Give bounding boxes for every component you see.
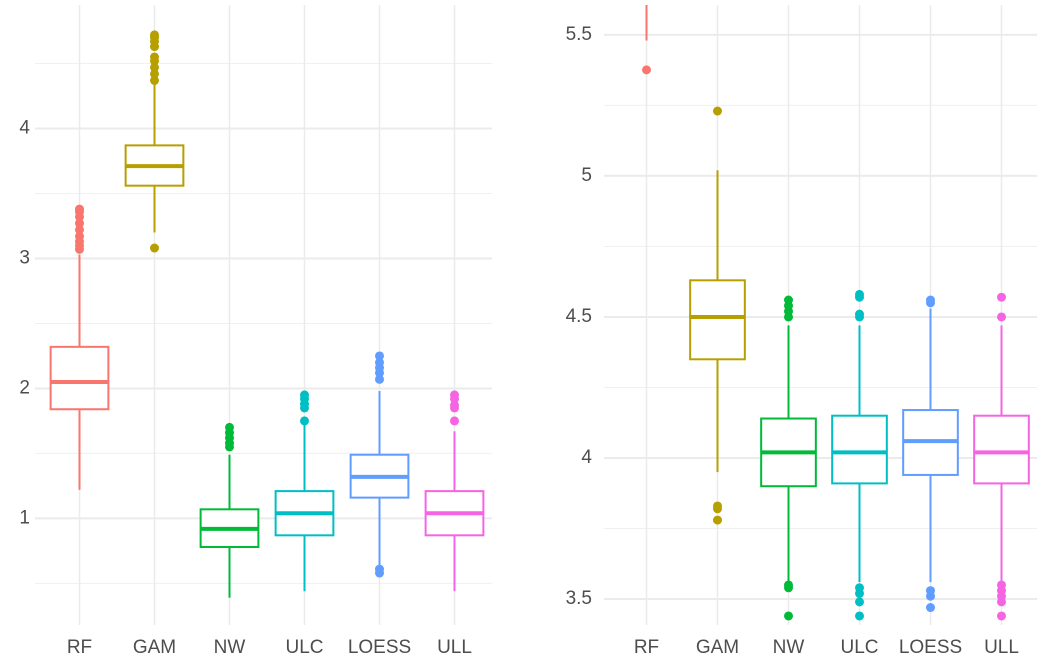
outlier: [713, 501, 722, 511]
box: [689, 279, 746, 361]
outlier: [855, 583, 864, 593]
outlier: [855, 309, 864, 319]
x-tick-label: ULC: [285, 637, 323, 658]
outlier: [713, 515, 722, 525]
x-tick-label: NW: [773, 637, 805, 658]
y-tick-label: 1: [19, 507, 30, 528]
y-tick-label: 4.5: [566, 306, 592, 327]
y-tick-label: 2: [19, 377, 30, 398]
outlier: [926, 586, 935, 596]
outlier: [150, 30, 159, 40]
outlier: [225, 422, 234, 432]
x-tick-label: NW: [214, 637, 246, 658]
outlier: [150, 52, 159, 62]
x-tick-label: ULL: [984, 637, 1019, 658]
box: [973, 414, 1030, 485]
outlier: [784, 580, 793, 590]
x-tick-label: GAM: [133, 637, 176, 658]
outlier: [855, 597, 864, 607]
x-tick-label: LOESS: [348, 637, 411, 658]
outlier: [450, 400, 459, 410]
outlier: [855, 611, 864, 621]
outlier: [300, 416, 309, 426]
x-tick-label: RF: [634, 637, 659, 658]
outlier: [75, 225, 84, 235]
outlier: [997, 292, 1006, 302]
x-tick-label: ULC: [840, 637, 878, 658]
y-tick-label: 5: [581, 165, 592, 186]
outlier: [713, 106, 722, 116]
y-tick-label: 3: [19, 247, 30, 268]
outlier: [375, 564, 384, 574]
plot-area: [49, 30, 485, 598]
x-tick-label: RF: [67, 637, 92, 658]
y-tick-label: 4: [19, 117, 30, 138]
outlier: [784, 611, 793, 621]
outlier: [997, 580, 1006, 590]
x-tick-label: LOESS: [899, 637, 962, 658]
y-tick-label: 5.5: [566, 24, 592, 45]
outlier: [375, 374, 384, 384]
box: [49, 345, 110, 411]
outlier: [75, 231, 84, 241]
outlier: [150, 69, 159, 79]
outlier: [855, 289, 864, 299]
outlier: [926, 295, 935, 305]
outlier: [784, 295, 793, 305]
outlier: [150, 75, 159, 85]
outlier: [75, 218, 84, 228]
outlier: [150, 62, 159, 72]
outlier: [450, 390, 459, 400]
outlier: [997, 611, 1006, 621]
outlier: [375, 357, 384, 367]
outlier: [150, 243, 159, 253]
x-tick-label: ULL: [437, 637, 472, 658]
plot-area: [642, 5, 1030, 621]
y-tick-label: 3.5: [566, 588, 592, 609]
outlier: [450, 416, 459, 426]
y-tick-label: 4: [581, 447, 592, 468]
outlier: [926, 603, 935, 613]
outlier: [375, 351, 384, 361]
outlier: [997, 312, 1006, 322]
x-tick-label: GAM: [696, 637, 739, 658]
box: [831, 414, 888, 485]
outlier: [642, 65, 651, 75]
outlier: [75, 204, 84, 214]
outlier: [300, 390, 309, 400]
